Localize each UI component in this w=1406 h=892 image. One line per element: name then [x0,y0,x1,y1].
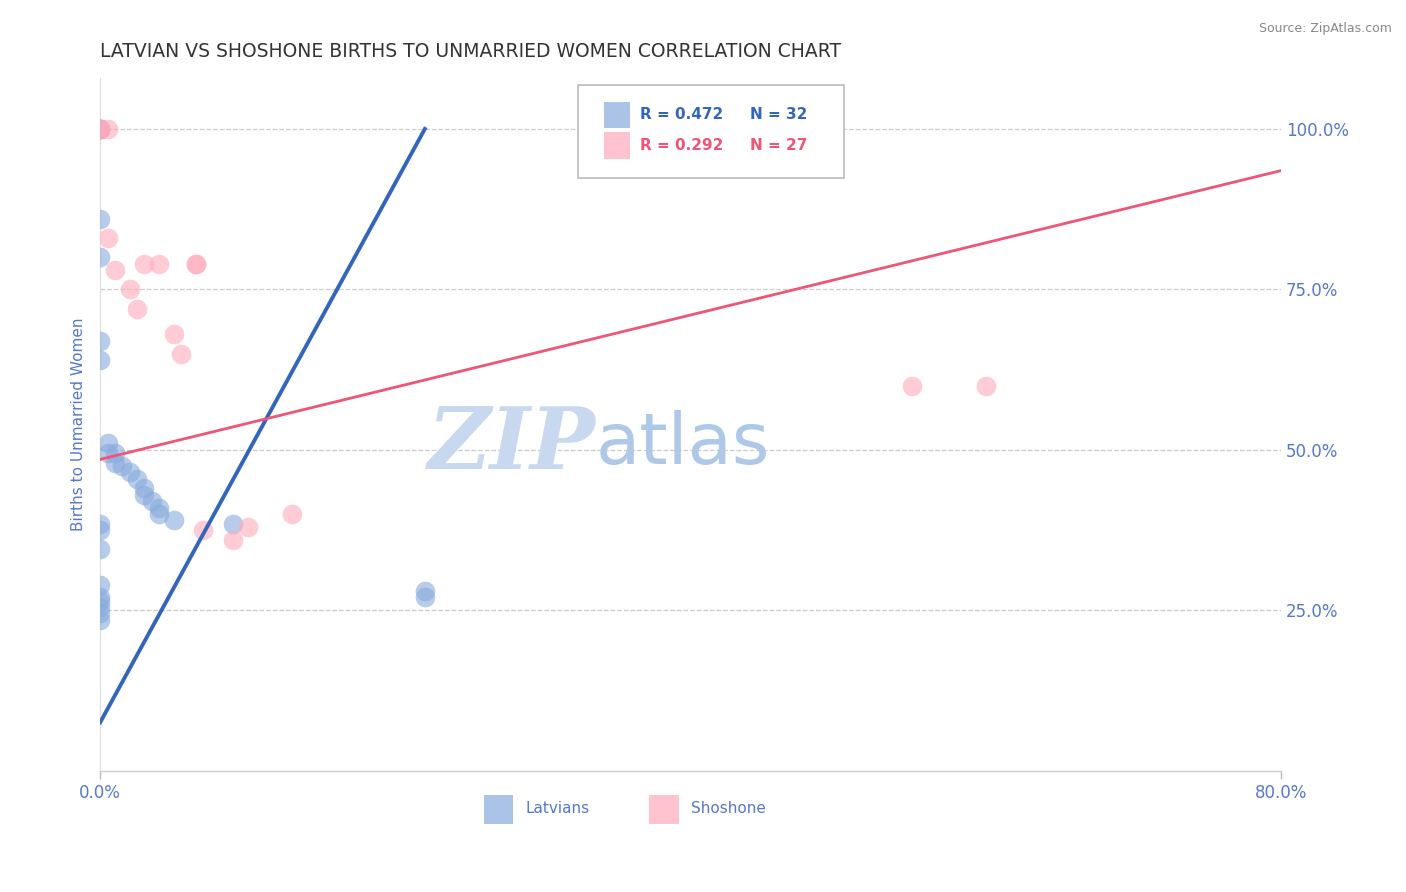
Text: ZIP: ZIP [429,403,596,487]
Point [125,301,148,316]
Text: N = 27: N = 27 [749,138,807,153]
Point [148,500,170,515]
Point [134,257,156,271]
Bar [605,132,630,159]
Point [281,507,304,521]
Point [134,488,156,502]
Point [89,353,111,368]
Point [193,523,215,537]
Point [134,481,156,495]
Point [104,446,127,460]
Text: Source: ZipAtlas.com: Source: ZipAtlas.com [1258,22,1392,36]
Point [118,465,141,479]
Point [222,533,245,547]
Point [89,122,111,136]
Point [89,613,111,627]
Point [125,472,148,486]
Point [413,583,436,598]
Point [104,263,127,277]
Point [111,458,134,473]
Point [96,436,118,450]
Point [148,507,170,521]
Point [413,591,436,605]
Point [89,211,111,226]
Bar [650,795,679,824]
Point [89,599,111,614]
Text: N = 32: N = 32 [749,107,807,122]
Point [89,593,111,607]
Point [89,122,111,136]
Point [104,456,127,470]
Point [222,516,245,531]
Point [96,122,118,136]
Point [89,523,111,537]
Point [89,591,111,605]
Text: atlas: atlas [596,410,770,479]
Point [89,122,111,136]
Point [170,346,193,360]
Point [89,542,111,557]
Point [89,607,111,621]
Point [163,513,186,527]
Text: Shoshone: Shoshone [690,801,765,816]
Bar [484,795,513,824]
Point [184,257,207,271]
Point [236,520,259,534]
Point [974,378,997,392]
Point [184,257,207,271]
Point [96,446,118,460]
Text: Latvians: Latvians [526,801,589,816]
Point [89,577,111,591]
Bar [605,102,630,128]
Point [141,494,163,508]
Point [148,257,170,271]
Point [96,231,118,245]
Text: R = 0.472: R = 0.472 [640,107,723,122]
Point [118,282,141,296]
Point [89,516,111,531]
Point [163,327,186,342]
Point [89,122,111,136]
FancyBboxPatch shape [578,85,844,178]
Point [89,250,111,264]
Point [901,378,924,392]
Point [89,334,111,348]
Text: LATVIAN VS SHOSHONE BIRTHS TO UNMARRIED WOMEN CORRELATION CHART: LATVIAN VS SHOSHONE BIRTHS TO UNMARRIED … [100,42,841,61]
Point [89,122,111,136]
Y-axis label: Births to Unmarried Women: Births to Unmarried Women [72,318,86,531]
Text: R = 0.292: R = 0.292 [640,138,723,153]
